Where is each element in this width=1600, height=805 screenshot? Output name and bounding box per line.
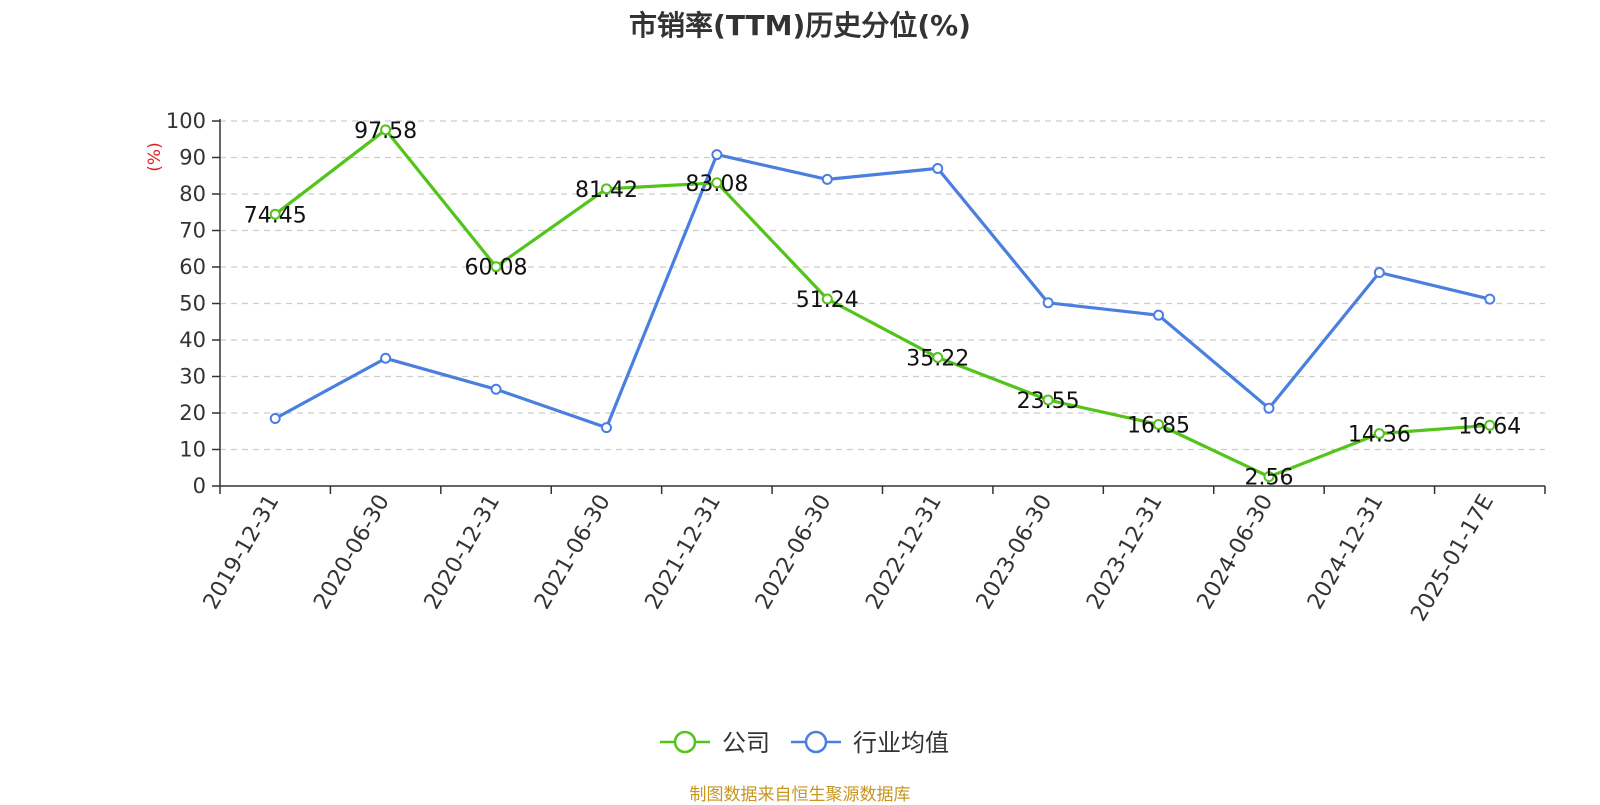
data-label: 83.08 — [685, 172, 748, 197]
x-tick-label: 2019-12-31 — [199, 491, 285, 614]
data-label: 16.64 — [1458, 414, 1521, 439]
data-label: 97.58 — [354, 119, 417, 144]
series-lines — [274, 128, 1491, 479]
source-note: 制图数据来自恒生聚源数据库 — [689, 785, 911, 805]
y-tick-label: 30 — [179, 365, 206, 389]
x-tick-label: 2021-12-31 — [640, 491, 726, 614]
x-axis-ticks: 2019-12-31 2020-06-30 2020-12-31 2021-06-30… — [199, 486, 1546, 626]
data-labels: 74.45 97.58 60.08 81.42 83.08 51.24 35.22 23.55… — [244, 119, 1522, 491]
data-point — [490, 383, 502, 395]
data-label: 35.22 — [906, 346, 969, 371]
chart-title: 市销率(TTM)历史分位(%) — [629, 9, 971, 42]
y-tick-label: 40 — [179, 328, 206, 352]
x-tick-label: 2020-06-30 — [309, 491, 395, 614]
data-point — [711, 149, 723, 161]
data-point — [1042, 297, 1054, 309]
x-tick-label: 2025-01-17E — [1406, 491, 1499, 626]
legend-marker — [804, 730, 828, 754]
grid-lines — [220, 120, 1545, 451]
data-point — [600, 183, 612, 195]
legend-label: 行业均值 — [853, 729, 949, 757]
series-line — [274, 128, 1490, 479]
series-points — [269, 124, 1496, 483]
y-tick-label: 60 — [179, 255, 206, 279]
y-tick-label: 0 — [193, 474, 206, 498]
legend-marker — [673, 730, 697, 754]
data-point — [1484, 293, 1496, 305]
data-label: 14.36 — [1348, 423, 1411, 448]
data-point — [380, 352, 392, 364]
data-label: 2.56 — [1244, 466, 1293, 491]
y-axis-label: (%) — [145, 142, 165, 171]
data-point — [269, 208, 281, 220]
data-label: 81.42 — [575, 178, 638, 203]
data-label: 16.85 — [1127, 413, 1190, 438]
y-tick-label: 80 — [179, 182, 206, 206]
data-point — [600, 422, 612, 434]
x-tick-label: 2023-12-31 — [1082, 491, 1168, 614]
y-tick-label: 90 — [179, 146, 206, 170]
data-point — [1153, 309, 1165, 321]
data-point — [269, 412, 281, 424]
y-axis-ticks: 0 10 20 30 40 50 60 70 80 90 100 — [166, 109, 220, 498]
data-point — [1263, 471, 1275, 483]
y-tick-label: 20 — [179, 401, 206, 425]
legend[interactable]: 公司 行业均值 — [660, 729, 949, 757]
legend-label: 公司 — [722, 729, 770, 757]
y-tick-label: 70 — [179, 219, 206, 243]
data-point — [380, 124, 392, 136]
data-point — [932, 351, 944, 363]
x-tick-label: 2022-06-30 — [751, 491, 837, 614]
data-point — [1373, 428, 1385, 440]
data-point — [1153, 418, 1165, 430]
x-tick-label: 2024-06-30 — [1193, 491, 1279, 614]
y-tick-label: 10 — [179, 438, 206, 462]
x-tick-label: 2021-06-30 — [530, 491, 616, 614]
data-point — [1484, 419, 1496, 431]
data-point — [1373, 266, 1385, 278]
series-line — [274, 153, 1491, 430]
data-point — [1263, 402, 1275, 414]
data-point — [932, 162, 944, 174]
data-point — [711, 177, 723, 189]
data-point — [821, 173, 833, 185]
x-tick-label: 2020-12-31 — [420, 490, 506, 613]
x-tick-label: 2023-06-30 — [972, 491, 1058, 614]
data-point — [821, 293, 833, 305]
x-tick-label: 2024-12-31 — [1303, 491, 1389, 614]
y-tick-label: 50 — [179, 292, 206, 316]
data-point — [490, 261, 502, 273]
data-label: 74.45 — [244, 203, 307, 228]
data-label: 23.55 — [1017, 389, 1080, 414]
data-label: 60.08 — [465, 256, 528, 281]
data-label: 51.24 — [796, 288, 859, 313]
data-point — [1042, 394, 1054, 406]
y-tick-label: 100 — [166, 109, 206, 133]
x-tick-label: 2022-12-31 — [861, 490, 947, 613]
